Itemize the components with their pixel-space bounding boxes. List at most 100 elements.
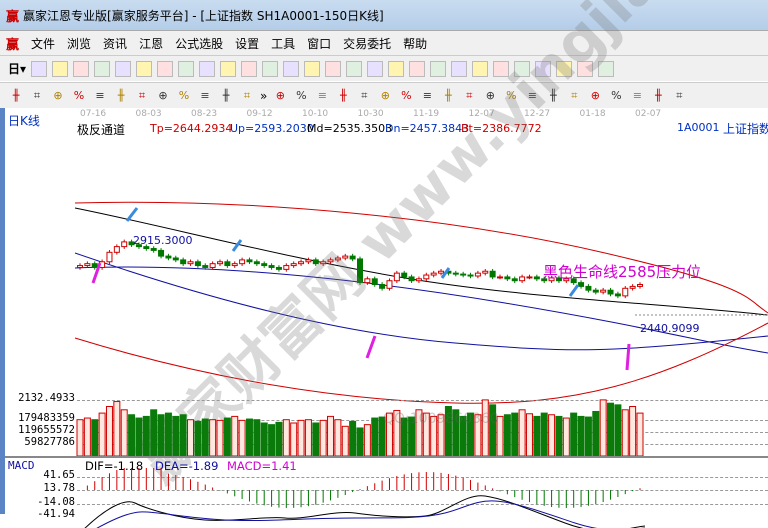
network-icon[interactable] xyxy=(577,60,594,77)
gann4-icon[interactable] xyxy=(325,60,342,77)
list-icon[interactable] xyxy=(52,60,69,77)
node-icon[interactable] xyxy=(451,60,468,77)
pen-icon[interactable]: ╫ xyxy=(12,89,20,102)
volume-bar xyxy=(304,419,312,456)
grid3-icon[interactable]: ╫ xyxy=(445,89,452,102)
gann2-icon[interactable] xyxy=(283,60,300,77)
dn-value: Dn=2457.3843 xyxy=(385,122,470,135)
coin-icon[interactable]: ⌗ xyxy=(571,88,578,102)
candle-icon[interactable] xyxy=(115,60,132,77)
menu-news[interactable]: 资讯 xyxy=(103,36,128,51)
wave-icon[interactable]: % xyxy=(401,89,412,102)
indicator-icon[interactable] xyxy=(73,60,90,77)
draw-icon[interactable] xyxy=(136,60,153,77)
percent-ratio-icon[interactable]: % xyxy=(506,89,517,102)
menu-file[interactable]: 文件 xyxy=(31,36,56,51)
candle xyxy=(84,263,91,267)
candle xyxy=(555,277,562,282)
color-icon[interactable] xyxy=(157,60,174,77)
period-dropdown[interactable]: 日▾ xyxy=(8,62,27,76)
spiral-icon[interactable]: ╫ xyxy=(117,89,125,102)
print-icon[interactable] xyxy=(598,60,615,77)
line-icon[interactable] xyxy=(430,60,447,77)
box-icon[interactable]: % xyxy=(296,89,307,102)
menu-browse[interactable]: 浏览 xyxy=(67,36,92,51)
menu-help[interactable]: 帮助 xyxy=(403,36,428,51)
last-icon[interactable] xyxy=(199,60,216,77)
candle xyxy=(305,259,312,263)
window-title: 赢家江恩专业版[赢家服务平台] - [上证指数 SH1A0001-150日K线] xyxy=(23,8,384,23)
angle4-icon[interactable]: ⌗ xyxy=(676,88,683,102)
candle xyxy=(320,261,327,265)
f-icon[interactable]: ≡ xyxy=(95,89,105,102)
angle2-icon[interactable]: ⊕ xyxy=(380,89,390,102)
menu-gann[interactable]: 江恩 xyxy=(139,36,164,51)
dif-value: DIF=-1.18 xyxy=(85,459,144,473)
next-icon[interactable] xyxy=(241,60,258,77)
date-tick: 12-27 xyxy=(524,109,551,119)
menu-formula[interactable]: 公式选股 xyxy=(175,36,224,51)
period-label: 日K线 xyxy=(8,114,40,128)
gann1-icon[interactable] xyxy=(262,60,279,77)
gann6-icon[interactable] xyxy=(367,60,384,77)
gann3-icon[interactable] xyxy=(304,60,321,77)
calendar-icon[interactable] xyxy=(493,60,510,77)
eight-icon[interactable] xyxy=(472,60,489,77)
arrow-icon[interactable]: % xyxy=(611,89,622,102)
brush-icon[interactable]: ⌗ xyxy=(138,88,146,102)
square-icon[interactable]: ╫ xyxy=(340,89,347,102)
n2-icon[interactable]: ≡ xyxy=(200,89,210,102)
volume-bar xyxy=(282,419,290,456)
angle-icon[interactable]: ╫ xyxy=(222,89,230,102)
indicator2-icon[interactable] xyxy=(94,60,111,77)
ratio-icon[interactable]: ⊕ xyxy=(485,89,495,102)
date-tick: 10-30 xyxy=(357,109,384,119)
gold4-icon[interactable]: ╫ xyxy=(655,89,662,102)
volume-bar xyxy=(319,419,327,456)
percent2-icon[interactable]: ╫ xyxy=(550,89,557,102)
candle xyxy=(423,274,430,280)
prev-icon[interactable] xyxy=(220,60,237,77)
more-icon[interactable]: ⊕ xyxy=(275,89,285,102)
menu-trade[interactable]: 交易委托 xyxy=(343,36,392,51)
fan-icon[interactable]: ≡ xyxy=(317,89,327,102)
target-icon[interactable]: ⌗ xyxy=(243,88,251,102)
parallel-icon[interactable]: ⌗ xyxy=(466,88,473,102)
save-icon[interactable] xyxy=(556,60,573,77)
gold1-icon[interactable]: ⊕ xyxy=(53,89,63,102)
candle xyxy=(393,272,400,282)
volume-bar xyxy=(577,415,585,456)
lines-icon[interactable]: % xyxy=(178,89,190,102)
low-label: 2440.9099 xyxy=(640,322,700,335)
volume-bar xyxy=(467,412,475,456)
gold3-icon[interactable]: ⊕ xyxy=(590,89,600,102)
first-icon[interactable] xyxy=(178,60,195,77)
gold2-icon[interactable]: % xyxy=(73,89,85,102)
hand-icon[interactable] xyxy=(388,60,405,77)
macd-tick: -14.08 xyxy=(37,496,75,508)
cross-icon[interactable] xyxy=(409,60,426,77)
grid-icon[interactable]: ⌗ xyxy=(33,88,41,102)
candle xyxy=(401,272,408,278)
chart-icon[interactable] xyxy=(31,60,48,77)
menu-window[interactable]: 窗口 xyxy=(307,36,332,51)
volume-bar xyxy=(400,417,408,456)
angle3-icon[interactable]: ≡ xyxy=(632,89,642,102)
cube-icon[interactable]: ⌗ xyxy=(361,88,368,102)
notes-icon[interactable] xyxy=(535,60,552,77)
candle xyxy=(246,259,253,263)
more-tools-button[interactable]: » xyxy=(260,88,268,103)
toolbar-main: 日▾ xyxy=(0,55,768,81)
menu-tools[interactable]: 工具 xyxy=(271,36,296,51)
candle xyxy=(239,259,246,265)
candle xyxy=(91,263,98,268)
circle-icon[interactable]: ⊕ xyxy=(158,89,168,102)
menu-settings[interactable]: 设置 xyxy=(235,36,260,51)
calculator-icon[interactable] xyxy=(514,60,531,77)
grid2-icon[interactable]: ≡ xyxy=(422,89,432,102)
candle xyxy=(607,289,614,295)
volume-bar xyxy=(341,425,349,456)
gann5-icon[interactable] xyxy=(346,60,363,77)
percent-icon[interactable]: ≡ xyxy=(527,89,537,102)
